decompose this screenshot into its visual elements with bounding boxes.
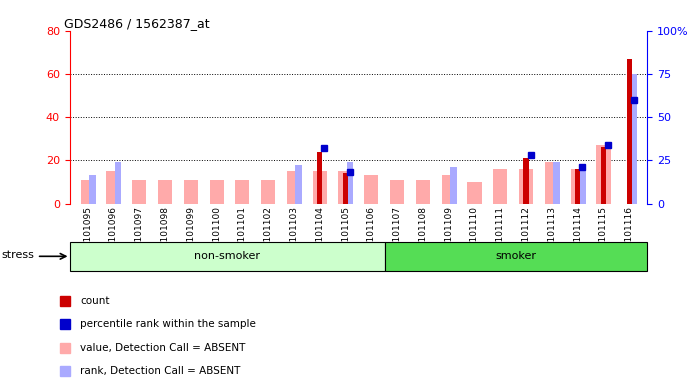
Bar xyxy=(184,180,198,204)
Bar xyxy=(287,171,301,204)
Bar xyxy=(416,180,430,204)
Text: rank, Detection Call = ABSENT: rank, Detection Call = ABSENT xyxy=(80,366,241,376)
Bar xyxy=(209,180,223,204)
Bar xyxy=(579,165,585,204)
Bar xyxy=(626,59,632,204)
Bar xyxy=(571,169,585,204)
Bar xyxy=(385,242,647,271)
Bar xyxy=(553,162,560,204)
Bar xyxy=(158,180,172,204)
Text: GDS2486 / 1562387_at: GDS2486 / 1562387_at xyxy=(64,17,209,30)
Bar xyxy=(317,152,322,204)
Bar xyxy=(115,162,121,204)
Bar xyxy=(343,173,348,204)
Bar xyxy=(295,165,302,204)
Bar xyxy=(596,145,610,204)
Text: stress: stress xyxy=(1,250,35,260)
Bar xyxy=(132,180,146,204)
Bar xyxy=(81,180,95,204)
Text: non-smoker: non-smoker xyxy=(194,251,260,262)
Bar xyxy=(106,171,120,204)
Bar xyxy=(313,171,327,204)
Bar xyxy=(390,180,404,204)
Text: smoker: smoker xyxy=(496,251,537,262)
Bar xyxy=(364,175,379,204)
Bar xyxy=(519,169,533,204)
Bar xyxy=(235,180,249,204)
Bar xyxy=(493,169,507,204)
Bar xyxy=(70,242,385,271)
Bar xyxy=(468,182,482,204)
Bar xyxy=(545,162,559,204)
Text: count: count xyxy=(80,296,110,306)
Text: percentile rank within the sample: percentile rank within the sample xyxy=(80,319,256,329)
Bar xyxy=(575,169,580,204)
Bar xyxy=(347,162,354,204)
Bar xyxy=(261,180,276,204)
Bar xyxy=(601,147,606,204)
Bar xyxy=(89,175,95,204)
Bar xyxy=(450,167,457,204)
Bar xyxy=(338,171,353,204)
Bar xyxy=(523,158,529,204)
Text: value, Detection Call = ABSENT: value, Detection Call = ABSENT xyxy=(80,343,246,353)
Bar xyxy=(441,175,456,204)
Bar xyxy=(631,74,637,204)
